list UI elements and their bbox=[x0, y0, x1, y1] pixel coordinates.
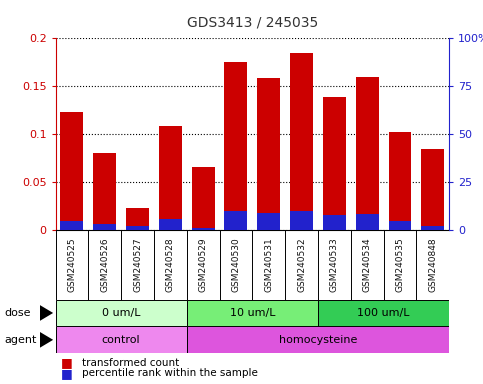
Bar bbox=[355, 214, 379, 230]
Bar bbox=[323, 97, 346, 230]
Bar bbox=[126, 225, 149, 230]
Text: GSM240529: GSM240529 bbox=[199, 238, 208, 292]
Bar bbox=[159, 219, 182, 230]
Bar bbox=[323, 215, 346, 230]
Bar bbox=[355, 77, 379, 230]
Bar bbox=[257, 213, 280, 230]
Text: ■: ■ bbox=[60, 356, 72, 369]
Bar bbox=[159, 126, 182, 230]
Bar bbox=[56, 300, 187, 326]
Bar bbox=[192, 227, 214, 230]
Text: agent: agent bbox=[5, 335, 37, 345]
Bar bbox=[93, 152, 116, 230]
Text: percentile rank within the sample: percentile rank within the sample bbox=[82, 368, 258, 379]
Polygon shape bbox=[40, 332, 53, 348]
Text: 100 um/L: 100 um/L bbox=[357, 308, 410, 318]
Text: transformed count: transformed count bbox=[82, 358, 179, 368]
Bar bbox=[192, 167, 214, 230]
Bar bbox=[290, 53, 313, 230]
Text: GSM240526: GSM240526 bbox=[100, 238, 109, 292]
Text: GSM240525: GSM240525 bbox=[68, 238, 76, 292]
Text: 0 um/L: 0 um/L bbox=[102, 308, 141, 318]
Text: 10 um/L: 10 um/L bbox=[229, 308, 275, 318]
Bar bbox=[388, 131, 412, 230]
Text: ■: ■ bbox=[60, 367, 72, 380]
Text: GSM240530: GSM240530 bbox=[231, 238, 241, 292]
Text: dose: dose bbox=[5, 308, 31, 318]
Bar bbox=[318, 300, 449, 326]
Text: GSM240848: GSM240848 bbox=[428, 238, 437, 292]
Text: GSM240531: GSM240531 bbox=[264, 238, 273, 292]
Polygon shape bbox=[40, 305, 53, 321]
Bar bbox=[56, 326, 187, 353]
Text: GSM240528: GSM240528 bbox=[166, 238, 175, 292]
Bar bbox=[126, 208, 149, 230]
Text: control: control bbox=[102, 335, 141, 345]
Bar bbox=[187, 300, 318, 326]
Bar bbox=[388, 221, 412, 230]
Text: GSM240527: GSM240527 bbox=[133, 238, 142, 292]
Bar bbox=[421, 149, 444, 230]
Text: GSM240535: GSM240535 bbox=[396, 238, 404, 292]
Bar bbox=[421, 225, 444, 230]
Text: homocysteine: homocysteine bbox=[279, 335, 357, 345]
Bar bbox=[60, 112, 84, 230]
Bar bbox=[225, 211, 247, 230]
Bar bbox=[225, 63, 247, 230]
Text: GDS3413 / 245035: GDS3413 / 245035 bbox=[187, 15, 318, 29]
Text: GSM240532: GSM240532 bbox=[297, 238, 306, 292]
Bar bbox=[290, 211, 313, 230]
Bar bbox=[60, 221, 84, 230]
Text: GSM240533: GSM240533 bbox=[330, 238, 339, 292]
Bar bbox=[93, 223, 116, 230]
Bar bbox=[257, 78, 280, 230]
Bar bbox=[187, 326, 449, 353]
Text: GSM240534: GSM240534 bbox=[363, 238, 372, 292]
